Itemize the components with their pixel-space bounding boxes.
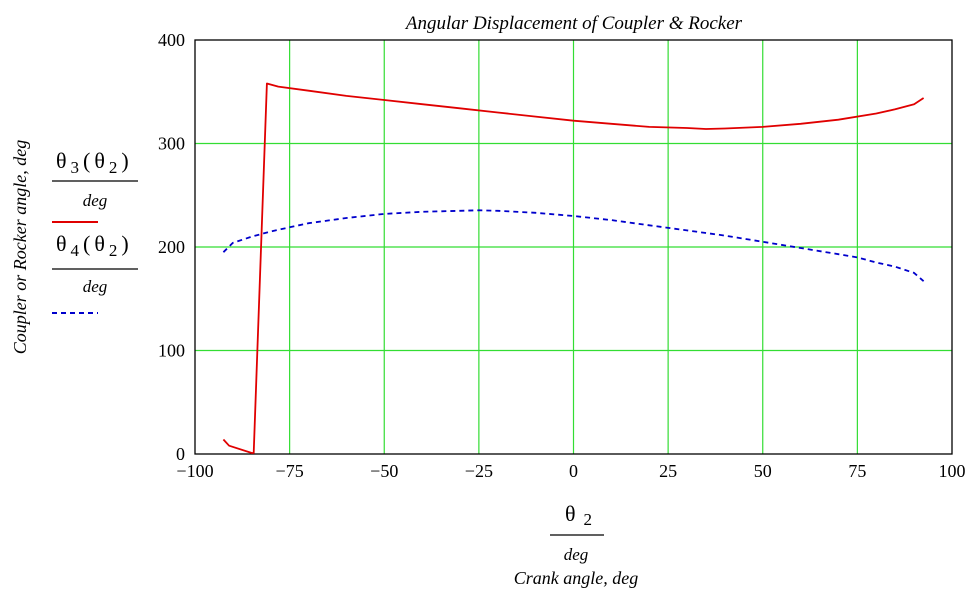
x-tick-label: 50 bbox=[754, 461, 772, 481]
x-tick-label: −75 bbox=[276, 461, 304, 481]
x-tick-label: −50 bbox=[370, 461, 398, 481]
legend-entry-theta4: θ 4 ( θ 2 ) deg bbox=[52, 231, 138, 314]
y-tick-label: 200 bbox=[158, 237, 185, 257]
x-tick-label: 25 bbox=[659, 461, 677, 481]
y-tick-label: 100 bbox=[158, 341, 185, 361]
x-axis-ticks: −100 −75 −50 −25 0 25 50 75 100 bbox=[176, 461, 965, 481]
series-line-theta3 bbox=[222, 82, 925, 454]
y-axis-label: Coupler or Rocker angle, deg bbox=[10, 140, 30, 354]
x-label-numerator: θ 2 bbox=[565, 501, 592, 529]
legend-theta3-denominator: deg bbox=[83, 191, 108, 210]
series-group bbox=[222, 82, 925, 454]
x-tick-label: 100 bbox=[939, 461, 966, 481]
x-axis-label: θ 2 deg Crank angle, deg bbox=[514, 501, 638, 588]
x-label-caption: Crank angle, deg bbox=[514, 568, 638, 588]
y-tick-label: 0 bbox=[176, 444, 185, 464]
x-tick-label: −25 bbox=[465, 461, 493, 481]
x-label-denominator: deg bbox=[564, 545, 589, 564]
x-tick-label: 0 bbox=[569, 461, 578, 481]
legend-theta4-numerator: θ 4 ( θ 2 ) bbox=[56, 231, 129, 260]
legend-entry-theta3: θ 3 ( θ 2 ) deg bbox=[52, 148, 138, 223]
x-tick-label: −100 bbox=[176, 461, 213, 481]
y-axis-ticks: 0 100 200 300 400 bbox=[158, 30, 185, 464]
legend-theta3-numerator: θ 3 ( θ 2 ) bbox=[56, 148, 129, 177]
y-tick-label: 300 bbox=[158, 134, 185, 154]
series-line-theta4 bbox=[222, 209, 925, 282]
chart-title: Angular Displacement of Coupler & Rocker bbox=[404, 13, 743, 34]
legend-theta4-denominator: deg bbox=[83, 277, 108, 296]
plot-frame bbox=[194, 39, 953, 455]
x-tick-label: 75 bbox=[848, 461, 866, 481]
y-tick-label: 400 bbox=[158, 30, 185, 50]
grid bbox=[195, 40, 952, 454]
